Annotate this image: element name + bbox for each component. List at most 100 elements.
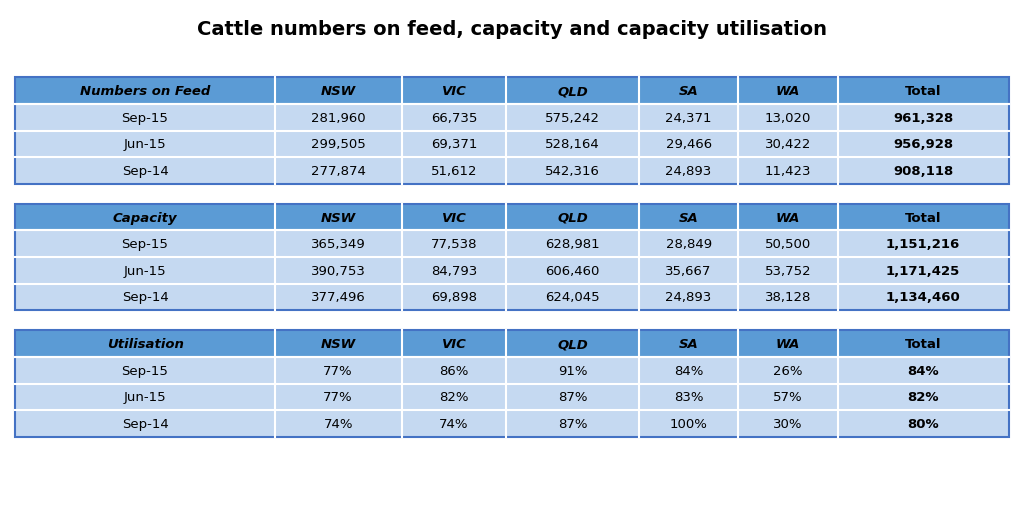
- Bar: [401, 384, 507, 410]
- Text: VIC: VIC: [441, 337, 467, 350]
- Text: 86%: 86%: [439, 364, 469, 377]
- Text: 87%: 87%: [558, 417, 588, 430]
- Bar: [738, 331, 838, 358]
- Text: 84,793: 84,793: [431, 264, 477, 277]
- Bar: [639, 258, 738, 284]
- Text: 83%: 83%: [674, 390, 703, 403]
- Bar: [507, 384, 639, 410]
- Bar: [639, 331, 738, 358]
- Text: 28,849: 28,849: [666, 238, 712, 251]
- Bar: [15, 205, 274, 231]
- Text: Sep-15: Sep-15: [122, 238, 169, 251]
- Text: Jun-15: Jun-15: [124, 390, 166, 403]
- Text: 961,328: 961,328: [893, 112, 953, 125]
- Bar: [507, 105, 639, 131]
- Text: Utilisation: Utilisation: [106, 337, 183, 350]
- Bar: [738, 231, 838, 258]
- Text: 277,874: 277,874: [310, 165, 366, 178]
- Bar: [838, 105, 1009, 131]
- Text: 24,893: 24,893: [666, 291, 712, 304]
- Text: Capacity: Capacity: [113, 211, 177, 224]
- Text: Sep-14: Sep-14: [122, 291, 168, 304]
- Text: 84%: 84%: [674, 364, 703, 377]
- Text: 80%: 80%: [907, 417, 939, 430]
- Bar: [507, 205, 639, 231]
- Bar: [507, 410, 639, 437]
- Text: 377,496: 377,496: [311, 291, 366, 304]
- Text: Sep-15: Sep-15: [122, 364, 169, 377]
- Bar: [274, 205, 401, 231]
- Text: 628,981: 628,981: [546, 238, 600, 251]
- Text: 77%: 77%: [324, 390, 353, 403]
- Text: 100%: 100%: [670, 417, 708, 430]
- Bar: [274, 258, 401, 284]
- Bar: [401, 231, 507, 258]
- Bar: [274, 105, 401, 131]
- Bar: [639, 284, 738, 311]
- Text: 575,242: 575,242: [545, 112, 600, 125]
- Text: NSW: NSW: [321, 211, 355, 224]
- Text: 299,505: 299,505: [311, 138, 366, 151]
- Text: 74%: 74%: [324, 417, 353, 430]
- Bar: [507, 78, 639, 105]
- Text: Total: Total: [905, 85, 941, 98]
- Bar: [507, 158, 639, 184]
- Bar: [15, 131, 274, 158]
- Bar: [401, 284, 507, 311]
- Text: 26%: 26%: [773, 364, 803, 377]
- Bar: [401, 158, 507, 184]
- Bar: [15, 358, 274, 384]
- Bar: [15, 410, 274, 437]
- Bar: [274, 384, 401, 410]
- Bar: [401, 258, 507, 284]
- Bar: [639, 384, 738, 410]
- Text: NSW: NSW: [321, 85, 355, 98]
- Text: Total: Total: [905, 337, 941, 350]
- Bar: [401, 358, 507, 384]
- Text: 606,460: 606,460: [546, 264, 600, 277]
- Bar: [738, 205, 838, 231]
- Bar: [274, 78, 401, 105]
- Text: Cattle numbers on feed, capacity and capacity utilisation: Cattle numbers on feed, capacity and cap…: [197, 20, 827, 39]
- Text: 50,500: 50,500: [765, 238, 811, 251]
- Bar: [401, 331, 507, 358]
- Bar: [274, 331, 401, 358]
- Bar: [838, 258, 1009, 284]
- Text: 82%: 82%: [439, 390, 469, 403]
- Bar: [738, 158, 838, 184]
- Text: VIC: VIC: [441, 85, 467, 98]
- Text: 365,349: 365,349: [311, 238, 366, 251]
- Bar: [738, 258, 838, 284]
- Bar: [15, 284, 274, 311]
- Bar: [738, 358, 838, 384]
- Bar: [838, 205, 1009, 231]
- Bar: [838, 358, 1009, 384]
- Bar: [838, 410, 1009, 437]
- Text: 66,735: 66,735: [431, 112, 477, 125]
- Bar: [15, 158, 274, 184]
- Bar: [738, 284, 838, 311]
- Text: Sep-14: Sep-14: [122, 165, 168, 178]
- Text: 87%: 87%: [558, 390, 588, 403]
- Text: WA: WA: [776, 211, 800, 224]
- Text: WA: WA: [776, 85, 800, 98]
- Bar: [738, 131, 838, 158]
- Bar: [401, 410, 507, 437]
- Bar: [15, 231, 274, 258]
- Bar: [507, 231, 639, 258]
- Bar: [15, 331, 274, 358]
- Text: 77%: 77%: [324, 364, 353, 377]
- Text: 35,667: 35,667: [666, 264, 712, 277]
- Bar: [838, 231, 1009, 258]
- Text: Jun-15: Jun-15: [124, 138, 166, 151]
- Bar: [838, 78, 1009, 105]
- Text: 11,423: 11,423: [765, 165, 811, 178]
- Bar: [639, 231, 738, 258]
- Bar: [639, 131, 738, 158]
- Text: 77,538: 77,538: [431, 238, 477, 251]
- Bar: [507, 284, 639, 311]
- Text: NSW: NSW: [321, 337, 355, 350]
- Text: 29,466: 29,466: [666, 138, 712, 151]
- Text: 528,164: 528,164: [546, 138, 600, 151]
- Bar: [274, 284, 401, 311]
